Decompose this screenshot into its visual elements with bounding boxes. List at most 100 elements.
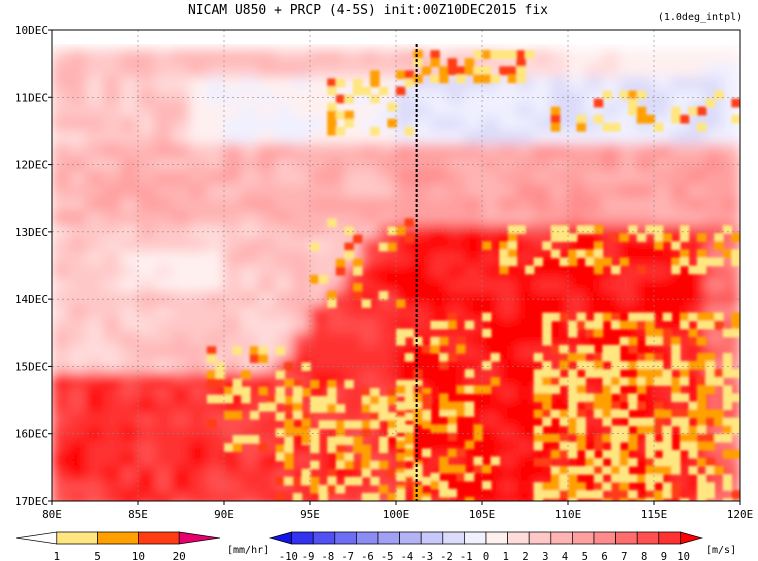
wind-cell [154, 453, 173, 468]
wind-colorbar-swatch [291, 531, 314, 545]
y-tick-label: 16DEC [15, 428, 48, 441]
wind-cell [52, 372, 70, 388]
wind-cell [326, 157, 345, 172]
wind-cell [670, 197, 689, 213]
precip-cell [370, 492, 380, 501]
precip-cell [688, 425, 698, 435]
precip-cell [335, 94, 346, 104]
wind-cell [103, 143, 122, 159]
wind-cell [550, 130, 569, 145]
wind-cell [636, 291, 655, 307]
precip-cell [705, 257, 716, 267]
wind-cell [722, 278, 740, 293]
wind-cell [171, 90, 191, 105]
precip-cell [344, 94, 354, 104]
precip-cell [353, 420, 363, 430]
precip-cell [396, 299, 406, 308]
wind-cell [189, 305, 208, 320]
wind-cell [189, 49, 208, 65]
wind-cell [257, 197, 277, 213]
precip-cell [611, 312, 621, 322]
wind-cell [447, 224, 466, 240]
wind-cell [498, 386, 517, 401]
precip-cell [353, 460, 363, 470]
precip-cell [327, 468, 337, 478]
precip-cell [292, 426, 303, 436]
wind-cell [653, 76, 672, 92]
precip-cell [697, 425, 707, 435]
precip-cell [645, 490, 655, 499]
wind-colorbar-swatch [615, 531, 638, 545]
precip-cell [619, 377, 630, 386]
wind-cell [52, 278, 70, 293]
precip-cell [568, 385, 578, 395]
precip-cell [619, 361, 630, 370]
wind-colorbar-label: 10 [677, 551, 690, 561]
wind-cell [137, 278, 156, 293]
precip-cell [731, 369, 740, 378]
precip-cell [550, 474, 561, 483]
precip-cell [576, 385, 587, 395]
wind-cell [464, 305, 483, 320]
wind-colorbar-label: -4 [401, 551, 414, 561]
precip-cell [258, 354, 268, 364]
wind-cell [240, 76, 259, 92]
precip-cell [439, 401, 449, 411]
wind-cell [429, 130, 449, 145]
wind-cell [240, 157, 259, 172]
precip-cell [576, 312, 587, 322]
wind-cell [171, 224, 191, 240]
wind-cell [687, 49, 707, 65]
wind-cell [326, 170, 345, 186]
x-tick-label: 120E [727, 508, 754, 521]
wind-cell [481, 265, 500, 280]
precip-cell [396, 440, 406, 450]
precip-cell [585, 466, 595, 475]
precip-cell [568, 449, 578, 459]
precip-cell [671, 393, 681, 403]
wind-cell [464, 251, 483, 266]
wind-cell [636, 49, 655, 65]
wind-cell [378, 49, 397, 65]
wind-cell [154, 251, 173, 266]
wind-cell [464, 170, 483, 186]
precip-cell [224, 443, 234, 452]
precip-cell [602, 312, 612, 322]
wind-cell [68, 251, 87, 266]
precip-cell [654, 441, 664, 451]
wind-cell [137, 359, 156, 374]
precip-cell [404, 328, 415, 338]
wind-cell [120, 238, 139, 253]
precip-cell [318, 404, 329, 413]
wind-cell [636, 157, 655, 172]
precip-cell [679, 320, 690, 330]
wind-cell [257, 130, 277, 145]
wind-cell [206, 224, 225, 240]
wind-cell [550, 265, 569, 280]
wind-cell [567, 90, 586, 105]
wind-cell [240, 291, 259, 307]
wind-cell [601, 211, 621, 226]
wind-cell [292, 291, 311, 307]
wind-cell [481, 291, 500, 307]
precip-cell [404, 448, 415, 458]
wind-colorbar-label: 5 [582, 551, 588, 561]
precip-cell [688, 401, 698, 411]
wind-cell [206, 251, 225, 266]
wind-cell [189, 211, 208, 226]
precip-cell [542, 385, 552, 395]
precip-cell [301, 468, 311, 478]
wind-cell [85, 170, 105, 186]
wind-cell [567, 184, 586, 199]
wind-cell [292, 224, 311, 240]
wind-cell [223, 116, 242, 132]
wind-cell [120, 453, 139, 468]
wind-cell [223, 197, 242, 213]
precip-cell [611, 344, 621, 354]
precip-cell [335, 404, 346, 413]
wind-cell [154, 211, 173, 226]
wind-cell [515, 116, 535, 132]
precip-cell [688, 312, 698, 322]
precip-cell [576, 441, 587, 451]
precip-cell [645, 466, 655, 475]
